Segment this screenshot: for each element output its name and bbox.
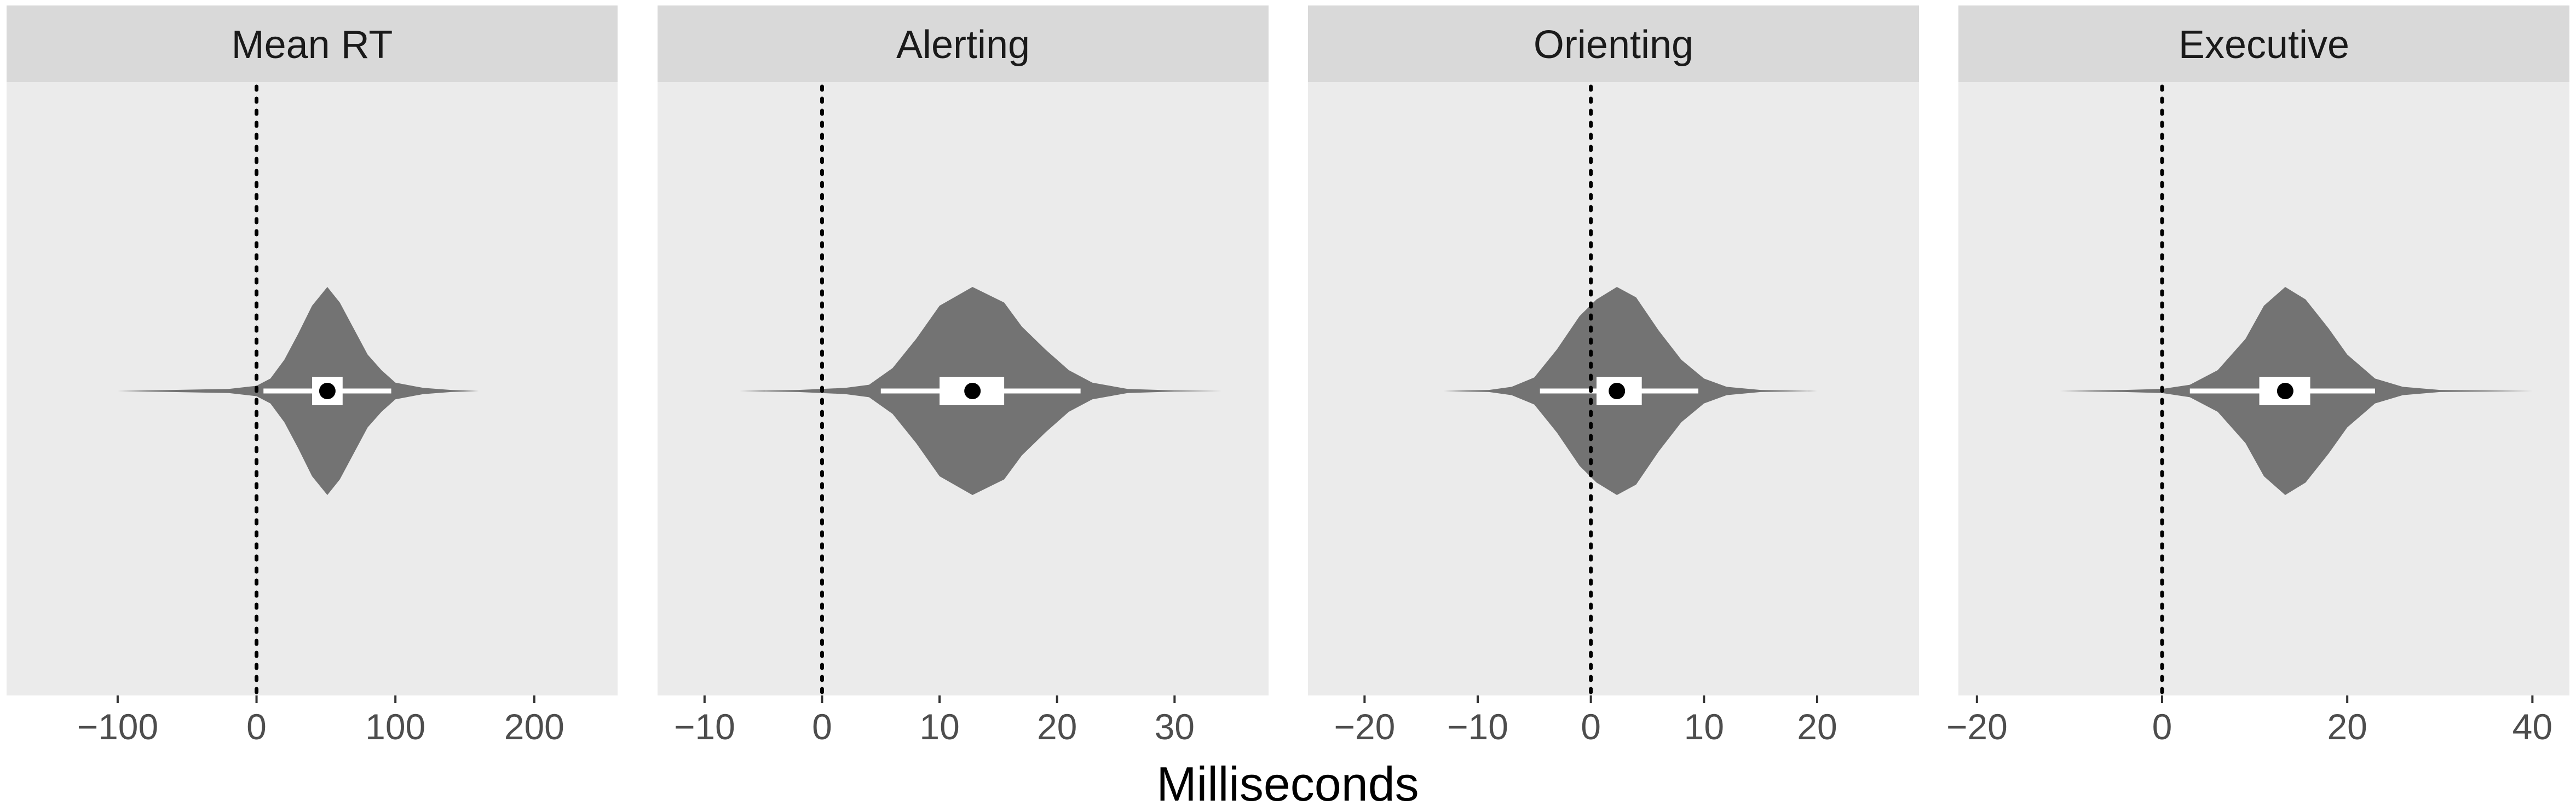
x-tick-label: 20 — [2327, 706, 2367, 747]
x-tick-label: 0 — [246, 706, 267, 747]
x-tick-label: 10 — [1684, 706, 1724, 747]
point-estimate — [2277, 383, 2293, 399]
x-tick-label: 200 — [504, 706, 564, 747]
facet-strip — [1308, 5, 1919, 82]
facet-label: Mean RT — [232, 23, 393, 67]
point-estimate — [964, 383, 981, 399]
x-tick-label: 40 — [2512, 706, 2552, 747]
x-tick-label: −100 — [77, 706, 159, 747]
x-tick-label: 20 — [1797, 706, 1837, 747]
facet-strip — [1958, 5, 2569, 82]
x-axis-title: Milliseconds — [1156, 757, 1419, 811]
facet-panel: Orienting −20 −10 0 10 20 — [1308, 5, 1919, 747]
x-tick-label: −20 — [1334, 706, 1395, 747]
x-tick-label: 0 — [1581, 706, 1601, 747]
facet-label: Orienting — [1534, 23, 1693, 67]
x-tick-label: 100 — [365, 706, 425, 747]
facet-label: Executive — [2179, 23, 2349, 67]
x-tick-label: −20 — [1946, 706, 2008, 747]
facet-strip — [658, 5, 1269, 82]
x-tick-label: 10 — [919, 706, 959, 747]
x-tick-label: 0 — [2152, 706, 2172, 747]
x-tick-label: −10 — [1447, 706, 1508, 747]
facet-panel: Mean RT −100 0 100 200 — [7, 5, 618, 747]
x-tick-label: 30 — [1155, 706, 1195, 747]
facet-strip — [7, 5, 618, 82]
point-estimate — [319, 383, 336, 399]
x-tick-label: −10 — [674, 706, 735, 747]
facet-panel: Executive −20 0 20 40 — [1946, 5, 2569, 747]
point-estimate — [1609, 383, 1626, 399]
x-tick-label: 20 — [1037, 706, 1077, 747]
facet-label: Alerting — [896, 23, 1030, 67]
facet-panel: Alerting −10 0 10 20 30 — [658, 5, 1269, 747]
x-tick-label: 0 — [812, 706, 832, 747]
